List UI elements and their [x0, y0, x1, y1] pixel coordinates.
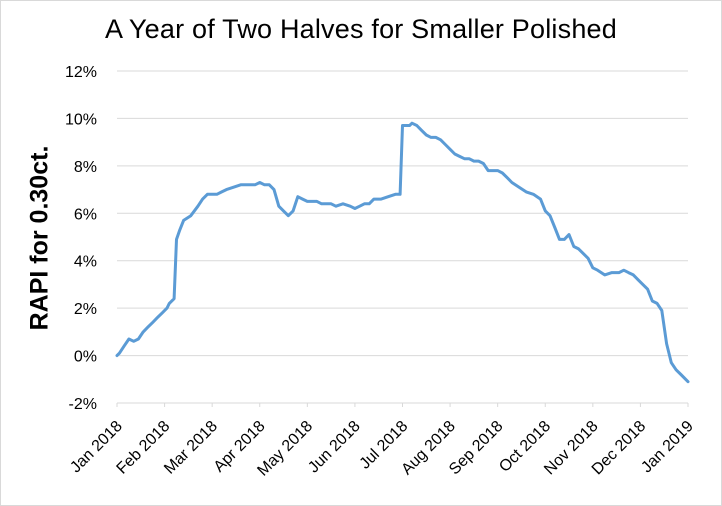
data-series: [115, 121, 690, 384]
y-tick-label: 8%: [74, 159, 97, 176]
y-tick-label: 0%: [74, 349, 97, 366]
y-tick-label: -2%: [69, 396, 97, 413]
y-tick-label: 2%: [74, 301, 97, 318]
y-tick-label: 4%: [74, 254, 97, 271]
y-tick-label: 10%: [65, 111, 97, 128]
gridlines: [117, 70, 688, 404]
y-tick-label: 6%: [74, 206, 97, 223]
x-tick-label: Jun 2018: [305, 418, 364, 477]
y-tick-label: 12%: [65, 64, 97, 81]
x-tick-label: Jan 2019: [638, 418, 697, 477]
series-line-0: [115, 121, 690, 384]
chart-title: A Year of Two Halves for Smaller Polishe…: [105, 14, 617, 44]
y-tick-labels: -2% 0% 2% 4% 6% 8% 10% 12%: [65, 64, 97, 413]
